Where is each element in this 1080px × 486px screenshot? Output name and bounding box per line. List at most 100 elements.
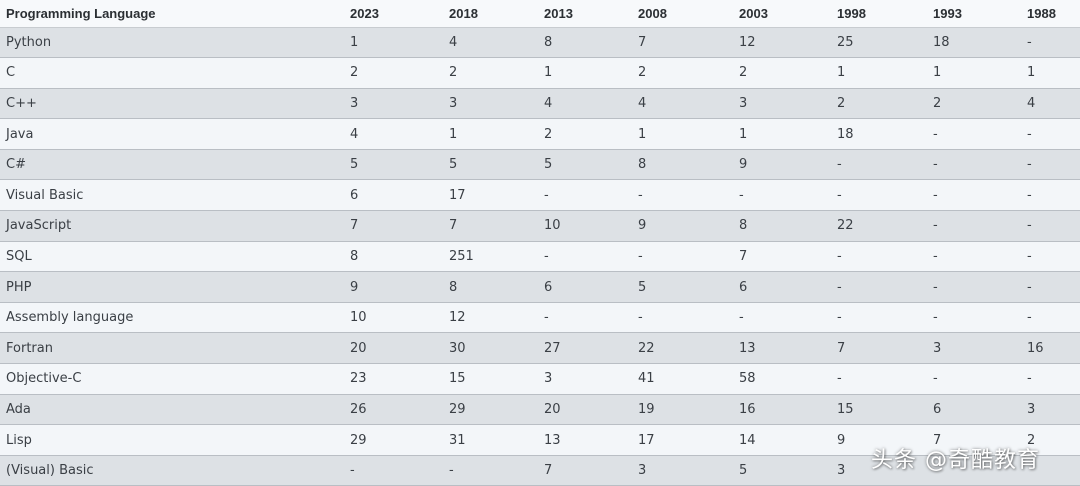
rank-cell: -: [1027, 118, 1080, 150]
rank-cell: [1027, 455, 1080, 486]
rank-cell: -: [638, 302, 739, 334]
rank-cell: 20: [544, 394, 638, 426]
rank-cell: -: [837, 271, 933, 303]
rank-cell: -: [638, 179, 739, 212]
rank-cell: 10: [350, 302, 449, 334]
rank-cell: -: [933, 118, 1027, 150]
rank-cell: -: [933, 302, 1027, 334]
header-year[interactable]: 2023: [350, 0, 449, 28]
header-year[interactable]: 2018: [449, 0, 544, 28]
rank-cell: -: [739, 179, 837, 212]
header-year[interactable]: 2008: [638, 0, 739, 28]
rank-cell: -: [837, 179, 933, 212]
table-row: JavaScript 7 7 10 9 8 22- -: [0, 210, 1080, 242]
rank-cell: -: [933, 149, 1027, 181]
language-cell: Python: [0, 27, 350, 59]
rank-cell: 4: [449, 27, 544, 59]
rank-cell: 9: [837, 424, 933, 456]
table-row: C# 5 5 5 8 9- - -: [0, 149, 1080, 181]
rank-cell: 22: [837, 210, 933, 242]
rank-cell: 2: [449, 57, 544, 89]
rank-cell: 2: [739, 57, 837, 89]
rank-cell: 7: [544, 455, 638, 486]
table-row: Visual Basic 6 17- - - - - -: [0, 179, 1080, 212]
rank-cell: 10: [544, 210, 638, 242]
rank-cell: 3: [739, 88, 837, 120]
language-cell: C++: [0, 88, 350, 120]
rank-cell: 4: [544, 88, 638, 120]
language-cell: (Visual) Basic: [0, 455, 350, 486]
rank-cell: 30: [449, 332, 544, 365]
header-year[interactable]: 1988: [1027, 0, 1080, 28]
rank-cell: -: [837, 363, 933, 395]
rank-cell: 8: [350, 241, 449, 273]
rank-cell: 6: [739, 271, 837, 303]
rank-cell: 8: [544, 27, 638, 59]
rank-cell: 17: [638, 424, 739, 456]
rank-cell: 6: [933, 394, 1027, 426]
rank-cell: 2: [638, 57, 739, 89]
rank-cell: 3: [837, 455, 933, 486]
language-cell: JavaScript: [0, 210, 350, 242]
rank-cell: -: [449, 455, 544, 486]
table-row: Python 1 4 8 7 12 25 18-: [0, 27, 1080, 59]
rank-cell: 1: [837, 57, 933, 89]
header-year[interactable]: 1998: [837, 0, 933, 28]
rank-cell: 3: [933, 332, 1027, 365]
rank-cell: 1: [1027, 57, 1080, 89]
table-row: SQL 8 251- -7- - -: [0, 241, 1080, 273]
rank-cell: -: [933, 271, 1027, 303]
table-header: Programming Language 2023 2018 2013 2008…: [0, 0, 1080, 28]
rank-cell: -: [1027, 179, 1080, 212]
rank-cell: 2: [933, 88, 1027, 120]
rank-cell: 4: [350, 118, 449, 150]
rank-cell: 2: [350, 57, 449, 89]
language-cell: Fortran: [0, 332, 350, 365]
rank-cell: 5: [739, 455, 837, 486]
table-row: Lisp 29 31 13 17 14 9 7 2: [0, 424, 1080, 456]
rank-cell: -: [544, 241, 638, 273]
table-row: C++ 3 3 4 4 3 2 2 4: [0, 88, 1080, 120]
table-row: Java 4 1 2 1 1 18- -: [0, 118, 1080, 150]
language-cell: Visual Basic: [0, 179, 350, 212]
rank-cell: 5: [544, 149, 638, 181]
rank-cell: 6: [350, 179, 449, 212]
rank-cell: -: [933, 179, 1027, 212]
rank-cell: 1: [638, 118, 739, 150]
rank-cell: 7: [739, 241, 837, 273]
rank-cell: 17: [449, 179, 544, 212]
rank-cell: -: [1027, 271, 1080, 303]
rank-cell: 4: [638, 88, 739, 120]
rank-cell: -: [837, 302, 933, 334]
rank-cell: -: [933, 363, 1027, 395]
rank-cell: 5: [449, 149, 544, 181]
rank-cell: 9: [350, 271, 449, 303]
rank-cell: 2: [837, 88, 933, 120]
rank-cell: 18: [933, 27, 1027, 59]
rank-cell: 7: [933, 424, 1027, 456]
rank-cell: -: [1027, 27, 1080, 59]
header-year[interactable]: 2013: [544, 0, 638, 28]
header-language[interactable]: Programming Language: [0, 0, 350, 28]
rank-cell: 8: [739, 210, 837, 242]
rank-cell: 16: [1027, 332, 1080, 365]
table-row: Ada 26 29 20 19 16 15 6 3: [0, 394, 1080, 426]
rank-cell: 3: [449, 88, 544, 120]
rank-cell: 9: [638, 210, 739, 242]
rank-cell: 19: [638, 394, 739, 426]
rank-cell: -: [1027, 363, 1080, 395]
rank-cell: -: [933, 210, 1027, 242]
rank-cell: -: [638, 241, 739, 273]
header-year[interactable]: 2003: [739, 0, 837, 28]
rank-cell: 58: [739, 363, 837, 395]
rank-cell: 4: [1027, 88, 1080, 120]
rank-cell: 13: [739, 332, 837, 365]
table-row: Objective-C 23 15 3 41 58- - -: [0, 363, 1080, 395]
rank-cell: 5: [350, 149, 449, 181]
rank-cell: 25: [837, 27, 933, 59]
header-year[interactable]: 1993: [933, 0, 1027, 28]
table-row: Fortran 20 30 27 22 13 7 3 16: [0, 332, 1080, 365]
rank-cell: 1: [739, 118, 837, 150]
language-cell: SQL: [0, 241, 350, 273]
